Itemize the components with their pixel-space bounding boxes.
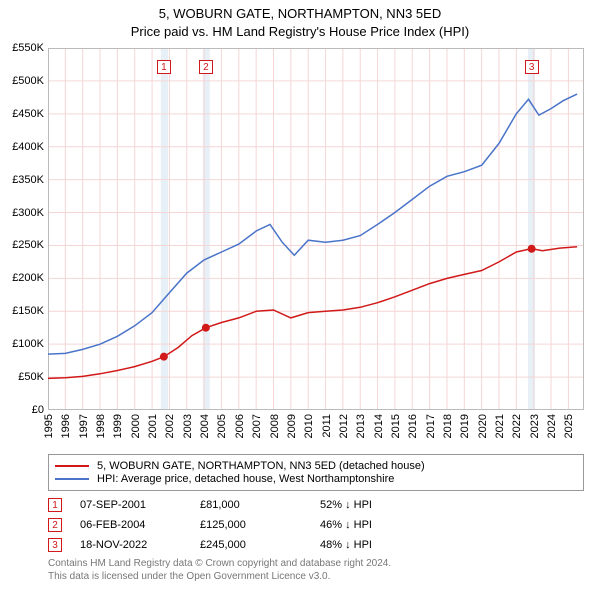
chart-title-line2: Price paid vs. HM Land Registry's House …: [0, 24, 600, 39]
chart-sale-marker-2: 2: [199, 60, 213, 74]
y-axis-tick: £100K: [0, 338, 44, 350]
sale-date-1: 07-SEP-2001: [80, 499, 200, 511]
y-axis-tick: £300K: [0, 207, 44, 219]
legend-label-series: 5, WOBURN GATE, NORTHAMPTON, NN3 5ED (de…: [97, 460, 425, 472]
sale-delta-1: 52% ↓ HPI: [320, 499, 440, 511]
x-axis-tick: 2009: [286, 414, 298, 438]
x-axis-tick: 2014: [373, 414, 385, 438]
x-axis-tick: 1997: [78, 414, 90, 438]
x-axis-tick: 1999: [112, 414, 124, 438]
legend: 5, WOBURN GATE, NORTHAMPTON, NN3 5ED (de…: [48, 454, 584, 491]
y-axis-tick: £150K: [0, 305, 44, 317]
y-axis-tick: £450K: [0, 108, 44, 120]
x-axis-tick: 2004: [199, 414, 211, 438]
chart-plot-area: [48, 48, 584, 410]
sale-marker-2: 2: [48, 518, 62, 532]
y-axis-tick: £400K: [0, 141, 44, 153]
x-axis-tick: 2015: [390, 414, 402, 438]
sale-row-1: 1 07-SEP-2001 £81,000 52% ↓ HPI: [48, 498, 584, 512]
legend-row-hpi: HPI: Average price, detached house, West…: [55, 473, 577, 485]
y-axis-tick: £350K: [0, 174, 44, 186]
sale-date-2: 06-FEB-2004: [80, 519, 200, 531]
chart-title-line1: 5, WOBURN GATE, NORTHAMPTON, NN3 5ED: [0, 6, 600, 21]
legend-swatch-series: [55, 465, 89, 467]
x-axis-tick: 2024: [546, 414, 558, 438]
x-axis-tick: 2020: [477, 414, 489, 438]
x-axis-tick: 2021: [494, 414, 506, 438]
x-axis-tick: 2003: [182, 414, 194, 438]
chart-sale-marker-3: 3: [525, 60, 539, 74]
sale-marker-3: 3: [48, 538, 62, 552]
y-axis-tick: £550K: [0, 42, 44, 54]
footer-attribution: Contains HM Land Registry data © Crown c…: [48, 558, 584, 583]
sale-price-2: £125,000: [200, 519, 320, 531]
sale-marker-1: 1: [48, 498, 62, 512]
x-axis-tick: 2012: [338, 414, 350, 438]
x-axis-tick: 2022: [511, 414, 523, 438]
x-axis-tick: 2007: [251, 414, 263, 438]
x-axis-tick: 2000: [130, 414, 142, 438]
legend-swatch-hpi: [55, 478, 89, 480]
x-axis-tick: 2018: [442, 414, 454, 438]
y-axis-tick: £250K: [0, 239, 44, 251]
chart-svg: [48, 48, 584, 410]
footer-line2: This data is licensed under the Open Gov…: [48, 571, 584, 584]
x-axis-tick: 2013: [355, 414, 367, 438]
x-axis-tick: 2025: [563, 414, 575, 438]
x-axis-tick: 1998: [95, 414, 107, 438]
x-axis-tick: 2016: [407, 414, 419, 438]
x-axis-tick: 2017: [425, 414, 437, 438]
sale-price-1: £81,000: [200, 499, 320, 511]
x-axis-tick: 1996: [60, 414, 72, 438]
sale-row-2: 2 06-FEB-2004 £125,000 46% ↓ HPI: [48, 518, 584, 532]
chart-sale-marker-1: 1: [157, 60, 171, 74]
sale-delta-3: 48% ↓ HPI: [320, 539, 440, 551]
legend-label-hpi: HPI: Average price, detached house, West…: [97, 473, 394, 485]
y-axis-tick: £50K: [0, 371, 44, 383]
x-axis-tick: 2008: [269, 414, 281, 438]
sale-date-3: 18-NOV-2022: [80, 539, 200, 551]
x-axis-tick: 2002: [164, 414, 176, 438]
x-axis-tick: 1995: [43, 414, 55, 438]
x-axis-tick: 2019: [459, 414, 471, 438]
y-axis-tick: £0: [0, 404, 44, 416]
footer-line1: Contains HM Land Registry data © Crown c…: [48, 558, 584, 571]
sale-delta-2: 46% ↓ HPI: [320, 519, 440, 531]
x-axis-tick: 2001: [147, 414, 159, 438]
x-axis-tick: 2005: [216, 414, 228, 438]
y-axis-tick: £500K: [0, 75, 44, 87]
sale-price-3: £245,000: [200, 539, 320, 551]
legend-row-series: 5, WOBURN GATE, NORTHAMPTON, NN3 5ED (de…: [55, 460, 577, 472]
x-axis-tick: 2011: [321, 414, 333, 438]
y-axis-tick: £200K: [0, 272, 44, 284]
sale-row-3: 3 18-NOV-2022 £245,000 48% ↓ HPI: [48, 538, 584, 552]
x-axis-tick: 2006: [234, 414, 246, 438]
x-axis-tick: 2023: [529, 414, 541, 438]
x-axis-tick: 2010: [303, 414, 315, 438]
